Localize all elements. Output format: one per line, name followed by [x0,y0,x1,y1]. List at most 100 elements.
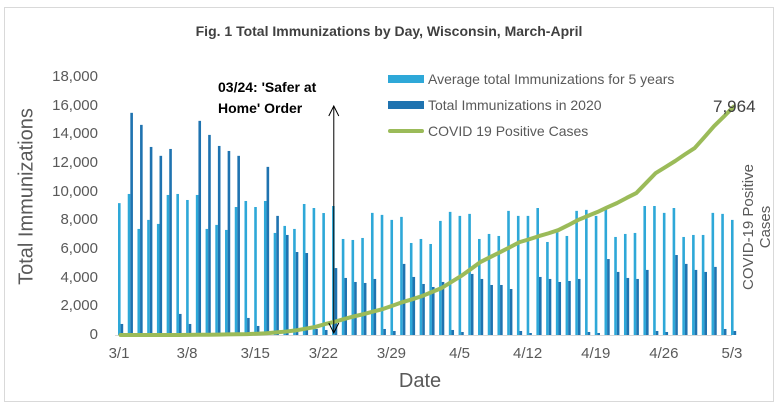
bar-2020 [130,112,133,335]
bar-average [341,238,345,335]
bar-2020 [188,323,192,335]
bar-average [478,238,481,335]
bar-2020 [373,278,377,335]
bar-2020 [286,234,289,335]
bar-average [322,213,325,335]
legend-swatch-2020 [388,101,424,109]
bar-2020 [120,323,124,335]
bar-average [215,224,218,335]
bar-average [526,215,530,335]
bar-average [448,211,452,335]
bar-2020 [334,268,338,335]
annotation-line-1: 03/24: 'Safer at [218,79,317,95]
bar-average [516,215,520,335]
x-tick-label: 3/1 [108,345,130,362]
bar-2020 [431,286,435,335]
bar-average [546,241,549,335]
bar-average [623,233,627,335]
x-tick-label: 4/12 [513,345,543,362]
bar-2020 [412,276,416,335]
bar-average [721,213,724,335]
bar-2020 [198,120,202,335]
x-tick-label: 3/8 [176,345,198,362]
bar-average [507,210,510,335]
bar-2020 [149,146,153,335]
bar-2020 [217,145,221,335]
bar-2020 [675,255,678,335]
y-tick-label: 10,000 [52,182,98,200]
x-tick-label: 4/26 [649,345,679,362]
bar-average [730,219,734,335]
bar-2020 [636,278,639,335]
annotation-line-2: Home' Order [218,100,303,116]
bar-2020 [441,281,445,335]
bar-2020 [646,269,649,335]
bar-average [273,232,277,335]
bar-2020 [500,284,503,335]
x-tick-label: 4/19 [581,345,611,362]
bar-2020 [490,284,493,335]
bar-average [633,232,637,335]
bar-2020 [422,283,425,335]
bar-average [701,234,705,335]
legend-item-2020: Total Immunizations in 2020 [388,92,674,118]
bar-average [536,208,539,335]
bar-average [380,214,384,335]
bar-average [205,228,209,335]
bar-average [487,233,491,335]
bar-average [429,243,432,335]
safer-at-home-annotation: 03/24: 'Safer at Home' Order [218,77,316,119]
bar-2020 [568,280,571,335]
bar-2020 [227,150,231,335]
legend-swatch-covid [388,129,424,133]
y-tick-label: 2,000 [60,297,98,315]
bar-average [147,219,150,335]
bar-2020 [451,329,455,335]
y-tick-label: 4,000 [60,268,98,286]
bar-average [254,207,257,335]
bar-2020 [723,328,727,335]
bar-2020 [558,281,562,335]
bar-2020 [159,155,163,335]
covid-end-value-label: 7,964 [713,97,756,116]
bar-average [370,212,374,335]
bar-2020 [383,328,386,335]
bar-2020 [577,278,581,335]
x-tick-label: 5/3 [721,345,743,362]
arrow-head-down-icon [328,322,340,335]
bar-average [302,203,306,335]
legend-item-covid: COVID 19 Positive Cases [388,118,674,144]
chart-title: Fig. 1 Total Immunizations by Day, Wisco… [195,23,583,39]
bar-average [643,206,647,335]
bar-2020 [470,273,474,335]
legend-label-covid: COVID 19 Positive Cases [428,123,589,139]
y-tick-label: 14,000 [52,125,98,143]
bar-2020 [509,288,513,335]
bar-average [293,228,296,335]
bar-2020 [480,278,484,335]
bar-2020 [607,259,610,335]
x-tick-label: 4/5 [449,345,470,362]
legend-label-2020: Total Immunizations in 2020 [428,97,602,113]
bar-average [555,229,559,335]
bar-average [118,203,121,335]
bar-average [312,208,316,335]
bar-2020 [266,166,270,335]
bar-2020 [344,277,347,335]
bar-average [176,193,179,335]
bar-2020 [295,252,299,335]
y-tick-label: 16,000 [52,96,98,114]
bar-2020 [655,330,659,335]
y-tick-label: 0 [89,326,98,343]
bar-average [390,219,394,335]
bar-2020 [538,276,542,335]
bar-average [594,215,598,335]
bar-average [604,208,608,335]
x-tick-label: 3/15 [240,345,270,362]
bar-2020 [363,282,367,335]
bar-average [439,220,442,335]
bar-2020 [597,332,600,335]
bar-average [351,239,355,335]
bar-average [137,228,141,335]
